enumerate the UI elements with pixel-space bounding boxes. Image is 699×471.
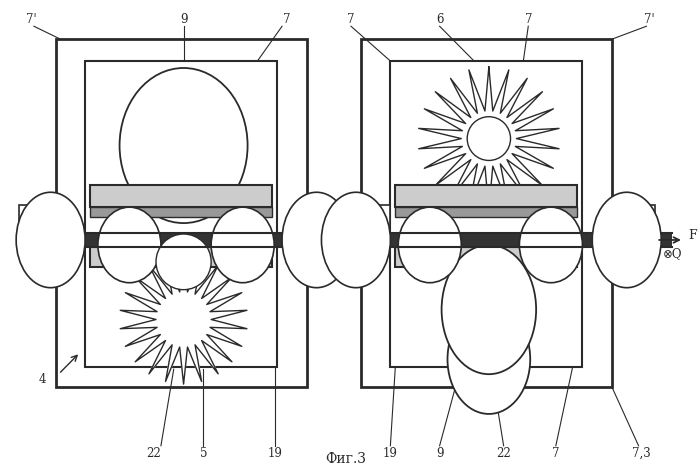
Ellipse shape: [467, 117, 510, 161]
Text: 4: 4: [39, 373, 47, 386]
Bar: [90, 207, 272, 217]
Bar: [354, 205, 390, 245]
Ellipse shape: [98, 207, 161, 283]
Text: 9: 9: [180, 13, 187, 26]
Bar: [90, 247, 272, 267]
Text: 7: 7: [283, 13, 291, 26]
Ellipse shape: [211, 207, 274, 283]
Ellipse shape: [398, 207, 461, 283]
Ellipse shape: [519, 207, 582, 283]
Ellipse shape: [592, 192, 661, 288]
Text: 19: 19: [383, 447, 398, 460]
Ellipse shape: [120, 68, 247, 223]
Text: 7: 7: [552, 447, 560, 460]
Bar: [55, 39, 307, 387]
Text: 7: 7: [347, 13, 354, 26]
Ellipse shape: [442, 245, 536, 374]
Bar: [619, 205, 655, 245]
Bar: [90, 185, 272, 207]
Polygon shape: [419, 67, 559, 210]
Text: 7': 7': [26, 13, 36, 26]
Ellipse shape: [322, 192, 390, 288]
Text: 7,3: 7,3: [632, 447, 651, 460]
Bar: [19, 233, 672, 247]
Text: 7': 7': [644, 13, 655, 26]
Text: 22: 22: [496, 447, 511, 460]
Bar: [396, 247, 577, 267]
Ellipse shape: [16, 192, 85, 288]
Text: F: F: [689, 229, 698, 243]
Ellipse shape: [156, 234, 211, 290]
Text: Фиг.3: Фиг.3: [326, 452, 366, 466]
Text: 9: 9: [436, 447, 443, 460]
Ellipse shape: [282, 192, 351, 288]
Text: 19: 19: [268, 447, 282, 460]
Text: 5: 5: [199, 447, 207, 460]
Bar: [85, 61, 277, 367]
Text: ⊗Q: ⊗Q: [663, 247, 683, 260]
Bar: [390, 61, 582, 367]
Text: 6: 6: [436, 13, 443, 26]
Bar: [307, 205, 343, 245]
Bar: [19, 205, 55, 245]
Ellipse shape: [447, 305, 531, 414]
Bar: [396, 185, 577, 207]
Text: 22: 22: [147, 447, 161, 460]
Bar: [361, 39, 612, 387]
Bar: [396, 207, 577, 217]
Polygon shape: [120, 255, 247, 384]
Text: 7: 7: [524, 13, 532, 26]
